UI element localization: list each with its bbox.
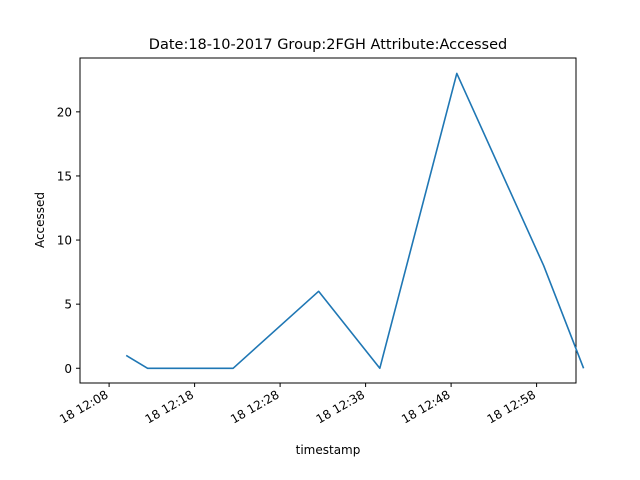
- y-tick-label: 5: [64, 298, 72, 312]
- plot-area: [79, 57, 577, 384]
- x-tick-label: 18 12:18: [143, 387, 196, 426]
- y-axis: 0 5 10 15 20: [57, 105, 80, 376]
- y-tick-label: 10: [57, 234, 72, 248]
- x-tick-label: 18 12:38: [314, 387, 367, 426]
- y-tick-label: 20: [57, 105, 72, 119]
- x-tick-label: 18 12:08: [57, 387, 110, 426]
- y-tick-label: 0: [64, 362, 72, 376]
- x-tick-label: 18 12:58: [485, 387, 538, 426]
- series-line-0: [125, 72, 585, 370]
- y-axis-label: Accessed: [33, 192, 47, 248]
- y-tick-label: 15: [57, 169, 72, 183]
- x-tick-label: 18 12:48: [399, 387, 452, 426]
- chart-title: Date:18-10-2017 Group:2FGH Attribute:Acc…: [149, 37, 507, 53]
- series-layer: [125, 72, 585, 370]
- x-axis-label: timestamp: [296, 443, 361, 457]
- x-tick-label: 18 12:28: [228, 387, 281, 426]
- x-axis: 18 12:08 18 12:18 18 12:28 18 12:38 18 12:48…: [57, 383, 538, 426]
